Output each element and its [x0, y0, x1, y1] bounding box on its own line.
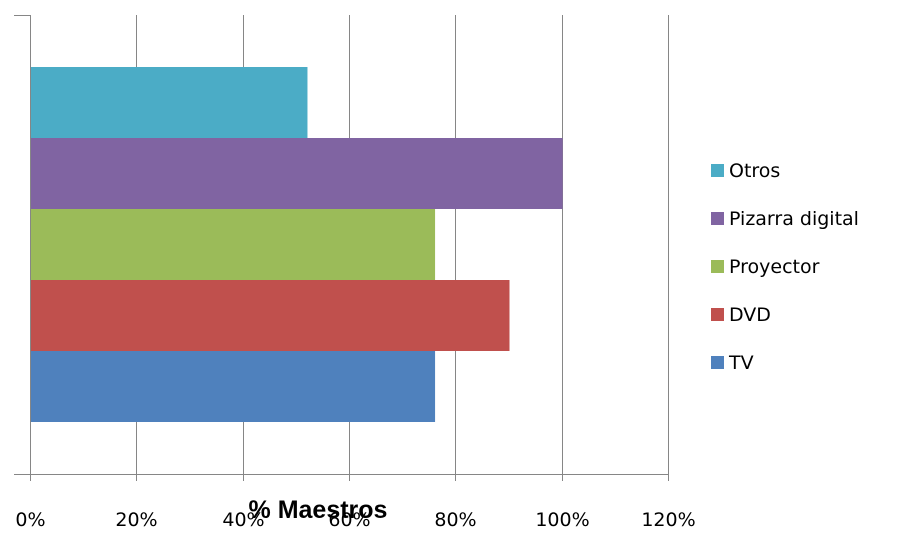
legend-label: DVD — [729, 304, 771, 326]
legend-item-pizarra-digital: Pizarra digital — [711, 208, 859, 230]
x-axis-title: % Maestros — [249, 496, 388, 524]
legend-swatch — [711, 356, 724, 369]
legend-label: TV — [728, 352, 754, 374]
x-tick-label: 100% — [535, 509, 589, 529]
x-tick-label: 80% — [434, 509, 476, 529]
bar-proyector — [31, 209, 436, 280]
legend-swatch — [711, 260, 724, 273]
legend-swatch — [711, 164, 724, 177]
bar-tv — [31, 351, 436, 422]
bars — [31, 67, 563, 422]
bar-dvd — [31, 280, 510, 351]
legend-item-dvd: DVD — [711, 304, 771, 326]
legend-label: Proyector — [729, 256, 820, 278]
legend-swatch — [711, 212, 724, 225]
bar-pizarra-digital — [31, 138, 563, 209]
legend-item-tv: TV — [711, 352, 754, 374]
legend-item-otros: Otros — [711, 160, 780, 182]
legend-label: Otros — [729, 160, 780, 182]
x-tick-label: 20% — [115, 509, 157, 529]
legend-item-proyector: Proyector — [711, 256, 820, 278]
bar-otros — [31, 67, 308, 138]
x-tick-label: 0% — [15, 509, 45, 529]
legend-label: Pizarra digital — [729, 208, 859, 230]
x-tick-label: 40% — [222, 509, 264, 529]
x-tick-label: 120% — [641, 509, 695, 529]
legend-swatch — [711, 308, 724, 321]
x-tick-labels: 0% 20% 40% 60% 80% 100% 120% — [15, 509, 695, 531]
x-tick-label: 60% — [328, 509, 370, 529]
axes — [14, 15, 669, 481]
legend: Otros Pizarra digital Proyector DVD TV — [711, 160, 859, 374]
